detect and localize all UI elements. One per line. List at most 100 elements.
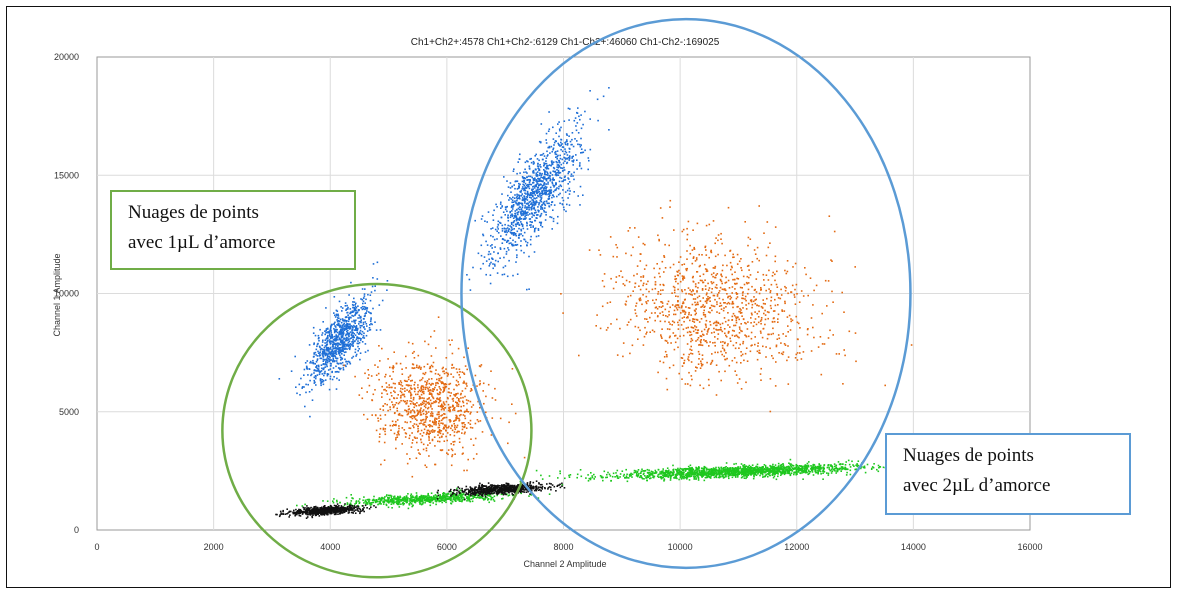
scatter-point — [467, 399, 470, 402]
scatter-point — [796, 321, 799, 324]
scatter-point — [608, 87, 610, 89]
scatter-point — [326, 355, 329, 358]
scatter-point — [683, 316, 685, 318]
scatter-point — [397, 498, 400, 500]
scatter-point — [702, 297, 704, 299]
scatter-point — [347, 337, 349, 340]
scatter-point — [322, 360, 325, 362]
scatter-point — [478, 365, 481, 367]
scatter-point — [723, 349, 726, 352]
scatter-point — [430, 404, 432, 406]
scatter-point — [327, 328, 329, 330]
scatter-point — [335, 365, 337, 368]
scatter-point — [351, 497, 353, 499]
scatter-point — [511, 201, 513, 204]
scatter-point — [508, 259, 510, 262]
scatter-point — [574, 117, 577, 119]
scatter-point — [639, 288, 642, 291]
scatter-point — [675, 295, 677, 297]
scatter-point — [835, 466, 837, 469]
scatter-point — [407, 497, 409, 499]
scatter-point — [506, 231, 508, 234]
scatter-point — [716, 293, 719, 296]
scatter-point — [451, 449, 454, 452]
scatter-point — [461, 432, 463, 434]
scatter-point — [544, 166, 547, 169]
scatter-point — [532, 190, 534, 193]
scatter-point — [678, 319, 681, 322]
scatter-point — [347, 341, 350, 344]
scatter-point — [445, 501, 447, 504]
scatter-point — [521, 193, 523, 195]
scatter-point — [529, 218, 532, 220]
scatter-point — [629, 352, 631, 355]
scatter-point — [338, 347, 340, 349]
scatter-point — [449, 434, 452, 436]
scatter-point — [655, 306, 658, 308]
scatter-point — [631, 344, 634, 347]
scatter-point — [469, 498, 471, 501]
scatter-point — [701, 358, 704, 360]
scatter-point — [654, 319, 656, 322]
scatter-point — [632, 290, 634, 292]
scatter-point — [341, 340, 343, 343]
scatter-point — [441, 381, 444, 383]
scatter-point — [573, 171, 575, 174]
scatter-point — [324, 339, 327, 341]
scatter-point — [526, 228, 529, 230]
scatter-point — [377, 500, 379, 503]
scatter-point — [738, 326, 741, 328]
scatter-point — [701, 254, 703, 256]
scatter-point — [701, 364, 703, 366]
scatter-point — [396, 503, 399, 506]
scatter-point — [687, 287, 690, 289]
scatter-point — [553, 204, 556, 206]
scatter-point — [487, 498, 490, 500]
scatter-point — [558, 161, 560, 164]
scatter-point — [708, 384, 710, 387]
scatter-point — [357, 305, 359, 307]
scatter-point — [472, 404, 475, 406]
scatter-point — [536, 181, 538, 183]
scatter-point — [724, 282, 727, 284]
scatter-point — [473, 496, 476, 498]
scatter-point — [779, 466, 781, 468]
scatter-point — [536, 201, 538, 204]
scatter-point — [524, 202, 526, 204]
scatter-point — [764, 323, 766, 326]
scatter-point — [319, 357, 322, 360]
scatter-point — [371, 399, 373, 401]
scatter-point — [334, 351, 336, 353]
scatter-point — [741, 330, 743, 333]
scatter-point — [543, 176, 545, 179]
scatter-point — [534, 201, 536, 203]
scatter-point — [337, 337, 339, 339]
scatter-point — [426, 398, 429, 400]
scatter-point — [576, 112, 579, 114]
scatter-point — [625, 252, 627, 255]
scatter-point — [523, 181, 525, 183]
scatter-point — [313, 372, 315, 374]
scatter-point — [507, 186, 510, 188]
scatter-point — [431, 431, 434, 433]
scatter-point — [411, 499, 414, 502]
scatter-point — [536, 175, 539, 177]
scatter-point — [690, 467, 692, 469]
scatter-point — [323, 367, 325, 369]
scatter-point — [589, 148, 592, 151]
scatter-point — [683, 362, 685, 365]
scatter-point — [696, 271, 698, 273]
scatter-point — [322, 363, 325, 365]
scatter-point — [342, 331, 345, 333]
scatter-point — [438, 398, 440, 400]
scatter-point — [704, 268, 707, 270]
scatter-point — [463, 469, 465, 472]
scatter-point — [389, 494, 391, 497]
scatter-point — [768, 269, 770, 272]
scatter-point — [515, 261, 517, 263]
scatter-point — [333, 312, 335, 314]
scatter-point — [349, 347, 351, 349]
scatter-point — [511, 368, 514, 370]
scatter-point — [414, 496, 417, 499]
scatter-point — [742, 297, 745, 300]
